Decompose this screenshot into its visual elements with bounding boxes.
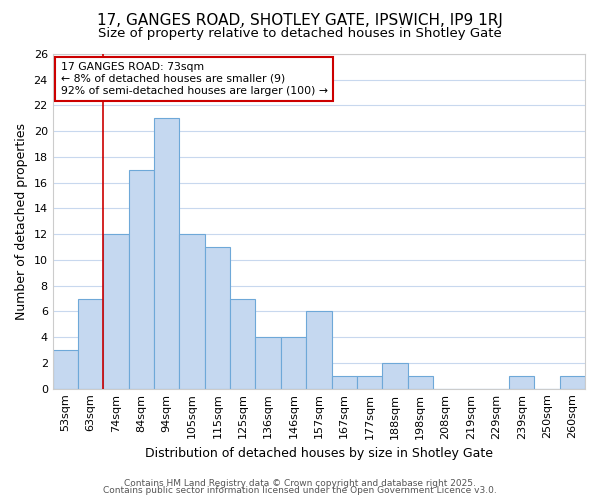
Bar xyxy=(509,376,535,388)
X-axis label: Distribution of detached houses by size in Shotley Gate: Distribution of detached houses by size … xyxy=(145,447,493,460)
Bar xyxy=(382,363,407,388)
Bar xyxy=(230,298,256,388)
Bar xyxy=(407,376,433,388)
Bar xyxy=(205,247,230,388)
Bar xyxy=(256,337,281,388)
Text: Size of property relative to detached houses in Shotley Gate: Size of property relative to detached ho… xyxy=(98,28,502,40)
Bar xyxy=(357,376,382,388)
Bar xyxy=(154,118,179,388)
Bar xyxy=(53,350,78,389)
Text: Contains public sector information licensed under the Open Government Licence v3: Contains public sector information licen… xyxy=(103,486,497,495)
Bar xyxy=(78,298,103,388)
Text: 17, GANGES ROAD, SHOTLEY GATE, IPSWICH, IP9 1RJ: 17, GANGES ROAD, SHOTLEY GATE, IPSWICH, … xyxy=(97,12,503,28)
Bar xyxy=(332,376,357,388)
Y-axis label: Number of detached properties: Number of detached properties xyxy=(15,123,28,320)
Text: 17 GANGES ROAD: 73sqm
← 8% of detached houses are smaller (9)
92% of semi-detach: 17 GANGES ROAD: 73sqm ← 8% of detached h… xyxy=(61,62,328,96)
Bar xyxy=(306,312,332,388)
Bar xyxy=(179,234,205,388)
Bar xyxy=(281,337,306,388)
Text: Contains HM Land Registry data © Crown copyright and database right 2025.: Contains HM Land Registry data © Crown c… xyxy=(124,478,476,488)
Bar xyxy=(129,170,154,388)
Bar xyxy=(103,234,129,388)
Bar xyxy=(560,376,585,388)
